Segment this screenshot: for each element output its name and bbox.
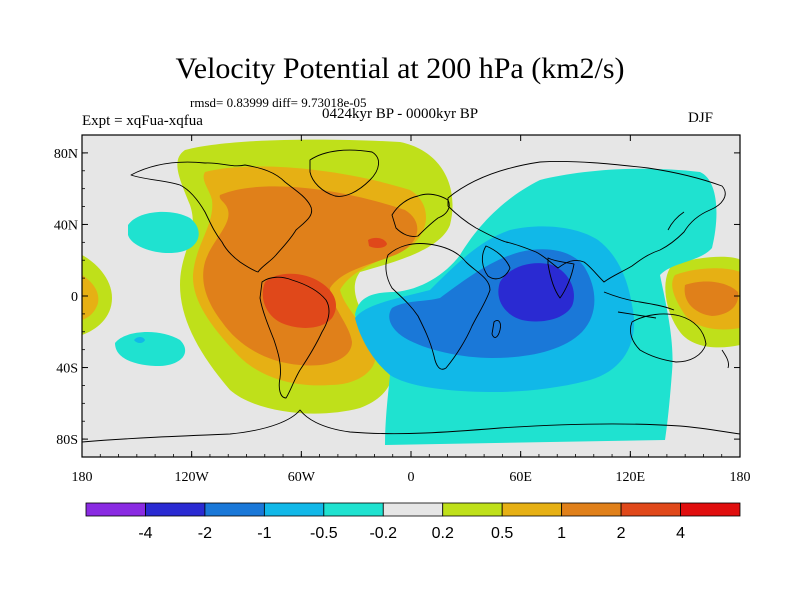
colorbar-swatch xyxy=(442,502,503,517)
colorbar-swatch xyxy=(323,502,384,517)
lat-tick-label: 40N xyxy=(54,218,78,233)
coastlines xyxy=(82,149,740,443)
coast-africa xyxy=(385,243,491,370)
lon-tick-label: 120E xyxy=(616,470,646,485)
lon-tick-label: 0 xyxy=(408,470,415,485)
map-field xyxy=(82,135,740,457)
colorbar-label: 4 xyxy=(676,525,685,542)
colorbar-swatch xyxy=(204,502,265,517)
colorbar-label: 2 xyxy=(617,525,626,542)
colorbar: -4 -2 -1 -0.5 -0.2 0.2 0.5 1 2 4 xyxy=(85,502,741,542)
lat-tick-label: 40S xyxy=(56,362,78,377)
coast-greenland xyxy=(309,149,379,197)
colorbar-swatch xyxy=(85,502,146,517)
lat-tick-label: 80N xyxy=(54,147,78,162)
colorbar-swatch xyxy=(561,502,622,517)
colorbar-label: -4 xyxy=(138,525,152,542)
colorbar-label: -1 xyxy=(257,525,271,542)
contour-pos-2-small xyxy=(368,237,387,249)
coast-arabia xyxy=(481,245,511,280)
lat-tick-label: 0 xyxy=(71,290,78,305)
lon-tick-label: 60W xyxy=(288,470,316,485)
experiment-label: Expt = xqFua-xqfua xyxy=(82,113,203,129)
coast-north-america xyxy=(130,161,313,273)
period-label: 0424kyr BP - 0000kyr BP xyxy=(322,106,479,122)
season-label: DJF xyxy=(687,110,713,126)
colorbar-label: 1 xyxy=(557,525,566,542)
colorbar-label: -0.2 xyxy=(369,525,397,542)
colorbar-swatch xyxy=(501,502,563,517)
coast-south-america xyxy=(259,276,330,399)
coast-madagascar xyxy=(491,319,501,338)
page-title: Velocity Potential at 200 hPa (km2/s) xyxy=(175,52,625,85)
lon-tick-label: 120W xyxy=(175,470,210,485)
contour-neg-05-spacific xyxy=(134,337,145,343)
coast-indonesia xyxy=(603,291,675,319)
colorbar-swatch xyxy=(680,502,741,517)
colorbar-label: -0.5 xyxy=(310,525,338,542)
colorbar-swatch xyxy=(382,502,444,517)
lon-tick-label: 180 xyxy=(72,470,93,485)
contour-neg-02-spacific xyxy=(115,332,186,366)
colorbar-swatch xyxy=(263,502,325,517)
lon-tick-label: 60E xyxy=(509,470,532,485)
coast-japan xyxy=(667,211,685,231)
colorbar-label: -2 xyxy=(198,525,212,542)
lon-tick-label: 180 xyxy=(730,470,751,485)
contour-neg-02-npacific xyxy=(128,211,199,254)
contour-pos-2 xyxy=(262,273,336,328)
contour-neg-2 xyxy=(498,263,574,322)
axis-ticks: 180 120W 60W 0 60E 120E 180 80N 40N 0 40S 80S xyxy=(54,135,751,485)
colorbar-label: 0.5 xyxy=(491,525,513,542)
contour-pos-05-west xyxy=(82,275,99,320)
coast-europe xyxy=(391,193,450,237)
colorbar-swatch xyxy=(145,502,206,517)
contour-pos-1 xyxy=(203,186,418,366)
coast-australia xyxy=(629,313,707,363)
stats-label: rmsd= 0.83999 diff= 9.73018e-05 xyxy=(190,95,367,110)
coast-asia xyxy=(447,161,726,283)
contour-pos-1-pacific xyxy=(684,281,739,316)
coast-new-zealand xyxy=(721,349,729,369)
colorbar-label: 0.2 xyxy=(432,525,454,542)
coast-india xyxy=(547,257,575,299)
coast-antarctica xyxy=(82,409,740,443)
lat-tick-label: 80S xyxy=(56,433,78,448)
colorbar-swatch xyxy=(620,502,681,517)
